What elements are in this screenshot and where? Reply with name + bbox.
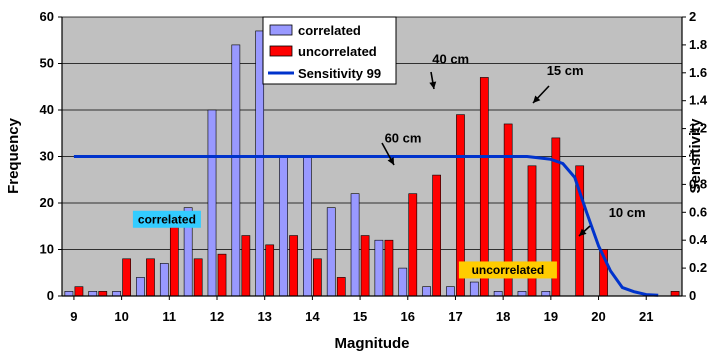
bar-uncorrelated-8 (265, 244, 275, 297)
bar-correlated-2 (112, 291, 121, 297)
bar-correlated-19 (517, 291, 527, 297)
bar-uncorrelated-0 (74, 286, 84, 297)
legend-label-correlated: correlated (298, 23, 361, 38)
bars (64, 30, 680, 297)
boxed-labels: correlated uncorrelated (132, 210, 557, 279)
y-tick-label-10: 10 (40, 242, 54, 257)
bar-correlated-20 (541, 291, 551, 297)
annotation-label-3: 10 cm (609, 205, 646, 220)
y2-tick-labels: 0 0.2 0.4 0.6 0.8 1 1.2 1.4 1.6 1.8 2 (689, 9, 708, 303)
bar-correlated-7 (231, 44, 241, 297)
x-tick-label-17: 17 (448, 309, 462, 324)
bar-uncorrelated-7 (241, 235, 251, 297)
annotation-arrowhead-3 (579, 228, 587, 236)
annotation-arrowhead-0 (387, 157, 394, 165)
y-axis-title: Frequency (5, 117, 22, 194)
bar-uncorrelated-2 (122, 258, 131, 297)
y2-tick-label-0.2: 0.2 (689, 260, 707, 275)
y-tick-label-60: 60 (40, 9, 54, 24)
bar-correlated-3 (136, 277, 145, 297)
y2-tick-label-1.8: 1.8 (689, 37, 707, 52)
y2-tick-label-1: 1 (689, 149, 696, 164)
y2-tick-label-1.2: 1.2 (689, 121, 707, 136)
boxed-label-bg-1 (458, 261, 557, 279)
annotations: 60 cm 40 cm 15 cm 10 cm (381, 52, 646, 237)
x-tick-labels: 9 10 11 12 13 14 15 16 17 18 19 20 21 (70, 309, 653, 324)
bar-uncorrelated-15 (432, 174, 441, 297)
bar-uncorrelated-6 (217, 253, 227, 297)
bar-uncorrelated-5 (193, 258, 203, 297)
y2-tick-label-0: 0 (689, 288, 696, 303)
x-tick-label-16: 16 (401, 309, 415, 324)
x-axis-title: Magnitude (335, 335, 410, 352)
y2-axis-title: Sensitivity (687, 118, 704, 194)
legend: correlated uncorrelated Sensitivity 99 (262, 16, 397, 85)
boxed-label-1: uncorrelated (472, 263, 545, 277)
x-tick-label-10: 10 (114, 309, 128, 324)
x-tick-label-19: 19 (544, 309, 558, 324)
bar-correlated-10 (303, 156, 312, 297)
y-tick-label-0: 0 (47, 288, 54, 303)
legend-swatch-uncorrelated (269, 45, 293, 57)
y-tick-label-20: 20 (40, 195, 54, 210)
bar-correlated-15 (422, 286, 431, 297)
bar-uncorrelated-11 (336, 277, 346, 297)
bar-correlated-1 (88, 291, 98, 297)
bar-correlated-17 (469, 281, 479, 297)
y2-tick-label-0.8: 0.8 (689, 176, 707, 191)
boxed-label-bg-0 (132, 210, 201, 228)
bar-uncorrelated-10 (313, 258, 322, 297)
bar-correlated-11 (326, 207, 336, 297)
sensitivity-line-group (73, 155, 659, 297)
y2-tick-label-2: 2 (689, 9, 696, 24)
y-tick-label-30: 30 (40, 149, 54, 164)
x-tick-label-21: 21 (639, 309, 653, 324)
bar-correlated-9 (279, 156, 288, 297)
legend-swatch-correlated (269, 24, 293, 36)
annotation-label-0: 60 cm (385, 131, 422, 146)
x-tick-label-15: 15 (353, 309, 367, 324)
bar-uncorrelated-14 (408, 193, 418, 297)
bar-uncorrelated-4 (169, 225, 179, 297)
annotation-arrowhead-1 (429, 81, 437, 89)
legend-label-sensitivity: Sensitivity 99 (298, 66, 381, 81)
bar-uncorrelated-1 (98, 291, 108, 297)
annotation-label-1: 40 cm (432, 52, 469, 67)
bar-correlated-14 (398, 267, 408, 297)
bar-correlated-6 (207, 109, 217, 297)
x-tick-label-18: 18 (496, 309, 510, 324)
y-tick-labels: 0 10 20 30 40 50 60 (40, 9, 54, 303)
x-tick-label-12: 12 (210, 309, 224, 324)
x-tick-label-11: 11 (162, 309, 176, 324)
bar-uncorrelated-25 (670, 291, 680, 297)
bar-correlated-12 (350, 193, 360, 297)
y2-tick-label-0.6: 0.6 (689, 204, 707, 219)
y2-tick-label-0.4: 0.4 (689, 232, 708, 247)
annotation-label-2: 15 cm (547, 63, 584, 78)
bar-correlated-0 (64, 291, 74, 297)
boxed-label-0: correlated (138, 212, 196, 226)
x-tick-label-20: 20 (591, 309, 605, 324)
y-tick-label-50: 50 (40, 56, 54, 71)
x-tick-label-14: 14 (305, 309, 320, 324)
bar-correlated-16 (446, 286, 455, 297)
sensitivity-line (73, 155, 659, 297)
y2-tick-label-1.6: 1.6 (689, 65, 707, 80)
legend-label-uncorrelated: uncorrelated (298, 44, 377, 59)
y-tick-label-40: 40 (40, 102, 54, 117)
axes (58, 16, 686, 300)
bar-uncorrelated-9 (289, 235, 298, 297)
bar-correlated-13 (374, 239, 384, 297)
bar-uncorrelated-12 (360, 235, 370, 297)
x-tick-label-13: 13 (257, 309, 271, 324)
x-tick-label-9: 9 (70, 309, 77, 324)
bar-uncorrelated-13 (384, 239, 394, 297)
bar-correlated-18 (493, 291, 503, 297)
annotation-arrowhead-2 (533, 95, 541, 103)
y2-tick-label-1.4: 1.4 (689, 93, 708, 108)
bar-correlated-4 (159, 263, 169, 297)
bar-uncorrelated-3 (146, 258, 155, 297)
